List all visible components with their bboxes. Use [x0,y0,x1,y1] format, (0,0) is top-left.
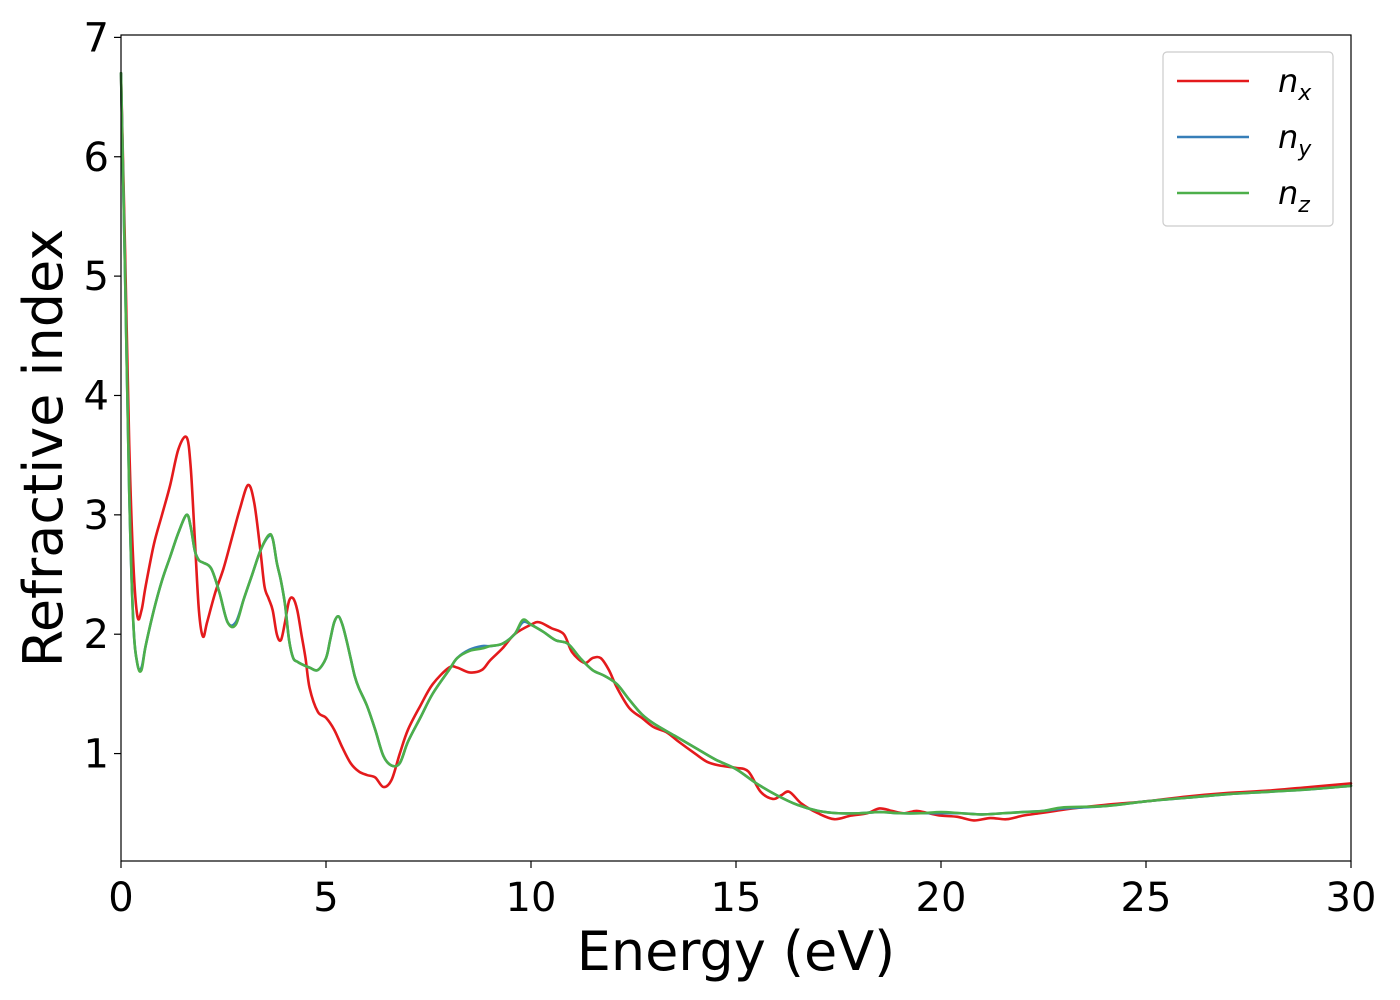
series-line-z [119,71,1353,816]
legend-label-z: nz [1278,174,1310,218]
x-tick-label: 5 [313,875,338,921]
x-tick-label: 10 [506,875,557,921]
y-tick-label: 5 [84,254,109,300]
legend-label-x: nx [1278,62,1312,106]
x-tick-label: 20 [916,875,967,921]
y-tick-label: 6 [84,135,109,181]
x-axis-ticks: 0 5 10 15 20 25 30 [108,861,1376,921]
y-tick-label: 1 [84,732,109,778]
legend-label-y: ny [1278,118,1312,162]
series-layer [119,71,1353,822]
y-tick-label: 2 [84,612,109,658]
legend-box [1162,51,1334,227]
y-tick-label: 7 [84,15,109,61]
y-axis-ticks: 1 2 3 4 5 6 7 [84,15,121,778]
legend: nx ny nz [1162,51,1334,227]
x-tick-label: 30 [1326,875,1377,921]
x-tick-label: 25 [1121,875,1172,921]
x-tick-label: 0 [108,875,133,921]
legend-items: nx ny nz [1177,62,1312,218]
x-tick-label: 15 [711,875,762,921]
x-axis-title: Energy (eV) [577,920,896,983]
y-axis-title: Refractive index [12,229,75,668]
y-tick-label: 4 [84,373,109,419]
plot-background [121,35,1351,861]
y-tick-label: 3 [84,493,109,539]
